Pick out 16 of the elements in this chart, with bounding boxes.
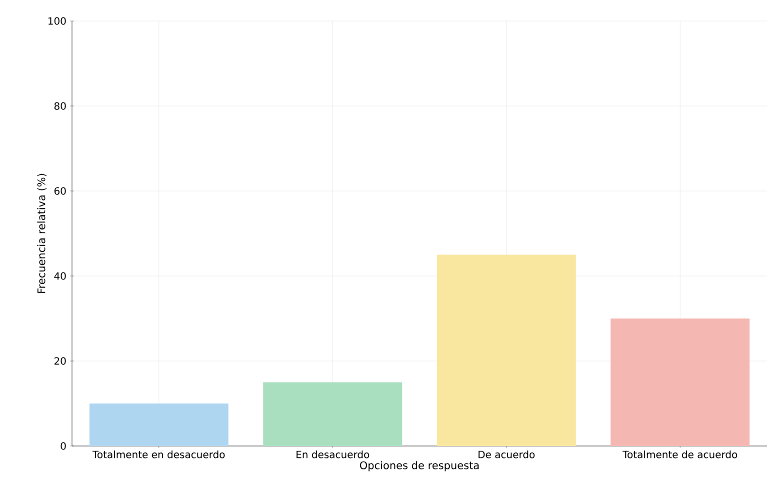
y-tick-label: 0 xyxy=(60,442,66,450)
y-tick-label: 20 xyxy=(54,357,66,365)
bar xyxy=(89,404,228,446)
x-tick-label: Totalmente en desacuerdo xyxy=(92,450,225,458)
x-tick-label: De acuerdo xyxy=(478,450,535,458)
y-tick-label: 100 xyxy=(48,17,66,25)
x-tick-label: En desacuerdo xyxy=(296,450,370,458)
y-axis-title: Frecuencia relativa (%) xyxy=(37,174,47,293)
bar xyxy=(263,382,402,446)
x-tick-label: Totalmente de acuerdo xyxy=(622,450,738,458)
y-tick-label: 80 xyxy=(54,102,66,110)
y-tick-label: 40 xyxy=(54,272,66,280)
y-tick-label: 60 xyxy=(54,187,66,195)
bar xyxy=(436,254,576,446)
x-axis-title: Opciones de respuesta xyxy=(360,461,479,472)
bar xyxy=(610,318,750,446)
